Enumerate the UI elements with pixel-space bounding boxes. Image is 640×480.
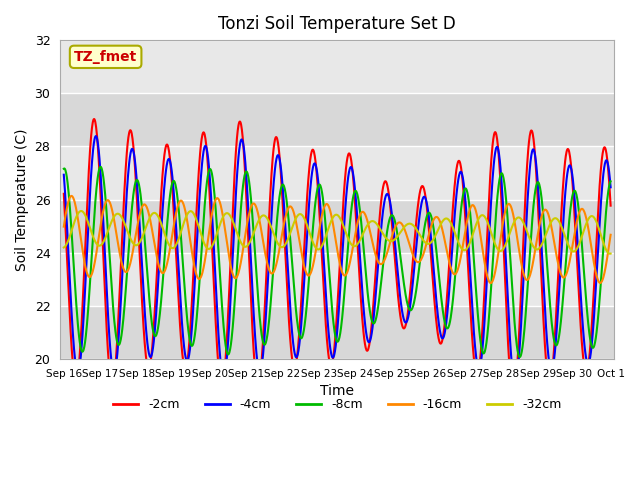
Title: Tonzi Soil Temperature Set D: Tonzi Soil Temperature Set D	[218, 15, 456, 33]
Line: -2cm: -2cm	[64, 119, 611, 395]
-32cm	[559, 226, 566, 232]
-8cm	[60, 166, 68, 172]
-2cm	[422, 192, 429, 198]
-4cm	[422, 195, 429, 201]
-8cm	[288, 260, 296, 265]
Bar	[60, 306, 614, 359]
-2cm	[288, 355, 296, 361]
-16cm	[68, 193, 76, 199]
Line: -32cm: -32cm	[64, 211, 611, 254]
-4cm	[288, 329, 296, 335]
-4cm	[512, 379, 520, 385]
Y-axis label: Soil Temperature (C): Soil Temperature (C)	[15, 128, 29, 271]
-4cm	[92, 133, 100, 139]
-2cm	[509, 392, 517, 398]
-32cm	[181, 217, 189, 223]
Line: -16cm: -16cm	[64, 196, 611, 283]
Bar	[60, 252, 614, 306]
-16cm	[181, 206, 189, 212]
-32cm	[511, 217, 519, 223]
Line: -4cm: -4cm	[64, 136, 611, 383]
-8cm	[607, 179, 614, 184]
-16cm	[607, 232, 614, 238]
-16cm	[288, 205, 296, 211]
Text: TZ_fmet: TZ_fmet	[74, 50, 137, 64]
-4cm	[181, 350, 189, 356]
Bar	[60, 146, 614, 200]
-8cm	[181, 289, 189, 295]
Line: -8cm: -8cm	[64, 167, 611, 357]
-4cm	[607, 184, 614, 190]
-32cm	[288, 225, 296, 231]
-16cm	[275, 250, 283, 256]
-4cm	[275, 153, 283, 159]
Bar	[60, 200, 614, 252]
-8cm	[559, 298, 566, 304]
-32cm	[77, 208, 85, 214]
-4cm	[559, 226, 566, 231]
Legend: -2cm, -4cm, -8cm, -16cm, -32cm: -2cm, -4cm, -8cm, -16cm, -32cm	[108, 394, 566, 417]
-4cm	[511, 380, 519, 385]
-32cm	[275, 242, 283, 248]
-32cm	[60, 245, 68, 251]
-8cm	[275, 200, 283, 206]
Bar	[60, 40, 614, 93]
-16cm	[559, 275, 566, 280]
-16cm	[60, 224, 68, 229]
-32cm	[606, 251, 614, 257]
X-axis label: Time: Time	[320, 384, 354, 398]
-2cm	[90, 116, 98, 122]
-8cm	[422, 220, 429, 226]
-8cm	[97, 164, 104, 170]
-2cm	[275, 145, 283, 151]
-2cm	[607, 203, 614, 208]
-2cm	[60, 191, 68, 197]
-16cm	[487, 280, 495, 286]
-2cm	[181, 365, 189, 371]
-8cm	[511, 328, 519, 334]
-8cm	[516, 354, 524, 360]
-4cm	[60, 172, 68, 178]
-2cm	[559, 187, 566, 193]
-16cm	[422, 245, 429, 251]
-32cm	[607, 251, 614, 256]
-2cm	[512, 381, 520, 386]
Bar	[60, 93, 614, 146]
-32cm	[422, 240, 429, 245]
-16cm	[512, 226, 520, 231]
